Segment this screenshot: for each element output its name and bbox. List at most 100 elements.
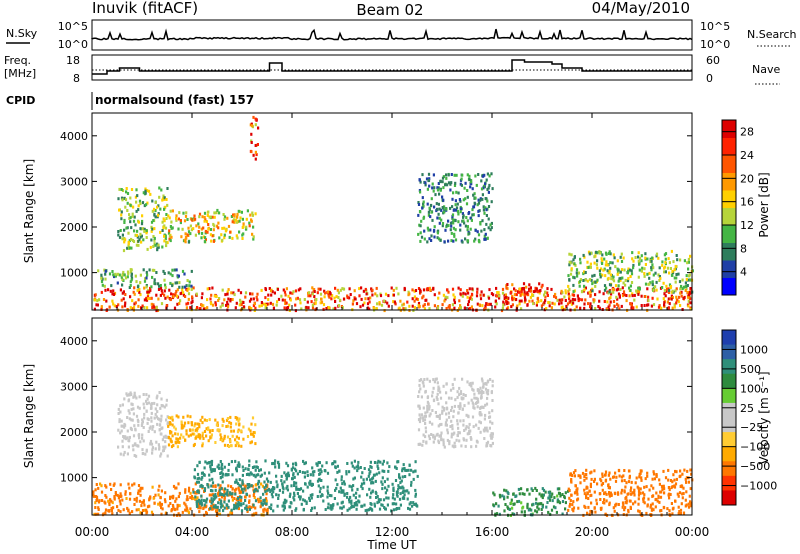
heatmap-cell (466, 189, 469, 192)
heatmap-cell (194, 233, 197, 237)
heatmap-cell (202, 307, 205, 311)
heatmap-cell (603, 288, 607, 292)
heatmap-cell (472, 405, 475, 409)
heatmap-cell (209, 464, 212, 468)
heatmap-cell (130, 402, 133, 406)
heatmap-cell (578, 280, 582, 284)
heatmap-cell (212, 494, 215, 498)
heatmap-cell (176, 440, 179, 444)
heatmap-cell (643, 304, 646, 307)
heatmap-cell (230, 508, 233, 512)
heatmap-cell (475, 396, 478, 400)
heatmap-cell (502, 303, 505, 307)
heatmap-cell (358, 294, 361, 298)
heatmap-cell (456, 422, 459, 426)
heatmap-cell (462, 419, 465, 423)
heatmap-cell (640, 294, 643, 298)
heatmap-cell (575, 268, 579, 272)
heatmap-cell (476, 290, 479, 294)
heatmap-cell (406, 489, 409, 493)
heatmap-cell (368, 300, 371, 304)
heatmap-cell (144, 191, 147, 195)
heatmap-cell (110, 499, 113, 503)
heatmap-cell (157, 488, 160, 492)
heatmap-cell (117, 508, 120, 512)
heatmap-cell (442, 443, 445, 447)
heatmap-cell (678, 475, 681, 479)
heatmap-cell (133, 391, 136, 395)
heatmap-cell (495, 512, 499, 516)
heatmap-cell (364, 509, 367, 513)
heatmap-cell (159, 230, 162, 234)
heatmap-cell (450, 405, 454, 409)
heatmap-cell (254, 117, 257, 121)
heatmap-cell (609, 261, 612, 265)
heatmap-cell (221, 417, 224, 421)
heatmap-cell (202, 507, 205, 510)
x-tick-label: 00:00 (75, 525, 110, 539)
heatmap-cell (138, 436, 141, 440)
heatmap-cell (625, 499, 628, 503)
heatmap-cell (219, 305, 222, 309)
heatmap-cell (207, 223, 210, 226)
heatmap-cell (502, 300, 505, 304)
heatmap-cell (175, 268, 178, 272)
heatmap-cell (394, 302, 397, 306)
heatmap-cell (460, 396, 463, 400)
heatmap-cell (135, 496, 138, 500)
heatmap-cell (283, 501, 287, 505)
heatmap-cell (423, 237, 426, 241)
heatmap-cell (125, 497, 128, 500)
heatmap-cell (406, 497, 409, 501)
heatmap-cell (98, 298, 101, 302)
heatmap-cell (175, 218, 178, 222)
heatmap-cell (237, 507, 240, 511)
heatmap-cell (452, 409, 455, 413)
heatmap-cell (450, 396, 453, 400)
heatmap-cell (361, 471, 364, 475)
heatmap-cell (129, 220, 132, 224)
colorbar-swatch (722, 417, 736, 433)
heatmap-cell (620, 260, 624, 263)
heatmap-cell (679, 508, 683, 512)
colorbar-swatch (722, 277, 736, 296)
heatmap-cell (427, 213, 430, 217)
heatmap-cell (570, 493, 573, 497)
heatmap-cell (523, 300, 526, 304)
heatmap-cell (477, 209, 480, 213)
heatmap-cell (186, 509, 189, 513)
heatmap-cell (265, 492, 268, 496)
heatmap-cell (399, 492, 402, 496)
heatmap-cell (374, 292, 377, 296)
heatmap-cell (503, 293, 506, 297)
heatmap-cell (433, 380, 436, 384)
heatmap-cell (549, 512, 552, 516)
heatmap-cell (215, 224, 219, 228)
heatmap-cell (426, 226, 429, 230)
heatmap-cell (219, 476, 222, 480)
heatmap-cell (249, 441, 252, 445)
heatmap-cell (527, 508, 530, 512)
heatmap-cell (231, 495, 234, 499)
heatmap-cell (183, 238, 186, 242)
heatmap-cell (221, 504, 224, 508)
heatmap-cell (544, 290, 547, 294)
heatmap-cell (127, 409, 130, 413)
heatmap-cell (100, 490, 104, 494)
heatmap-cell (489, 223, 492, 227)
heatmap-cell (211, 429, 214, 432)
heatmap-cell (166, 241, 169, 245)
heatmap-cell (260, 288, 263, 292)
heatmap-cell (132, 448, 135, 452)
heatmap-cell (668, 492, 671, 496)
heatmap-cell (652, 486, 655, 490)
heatmap-cell (113, 495, 116, 498)
heatmap-cell (472, 425, 475, 429)
heatmap-cell (468, 231, 471, 235)
heatmap-cell (212, 222, 215, 226)
heatmap-cell (454, 219, 457, 223)
heatmap-cell (427, 302, 430, 306)
heatmap-cell (207, 427, 210, 431)
heatmap-cell (433, 235, 436, 239)
heatmap-cell (97, 269, 100, 273)
